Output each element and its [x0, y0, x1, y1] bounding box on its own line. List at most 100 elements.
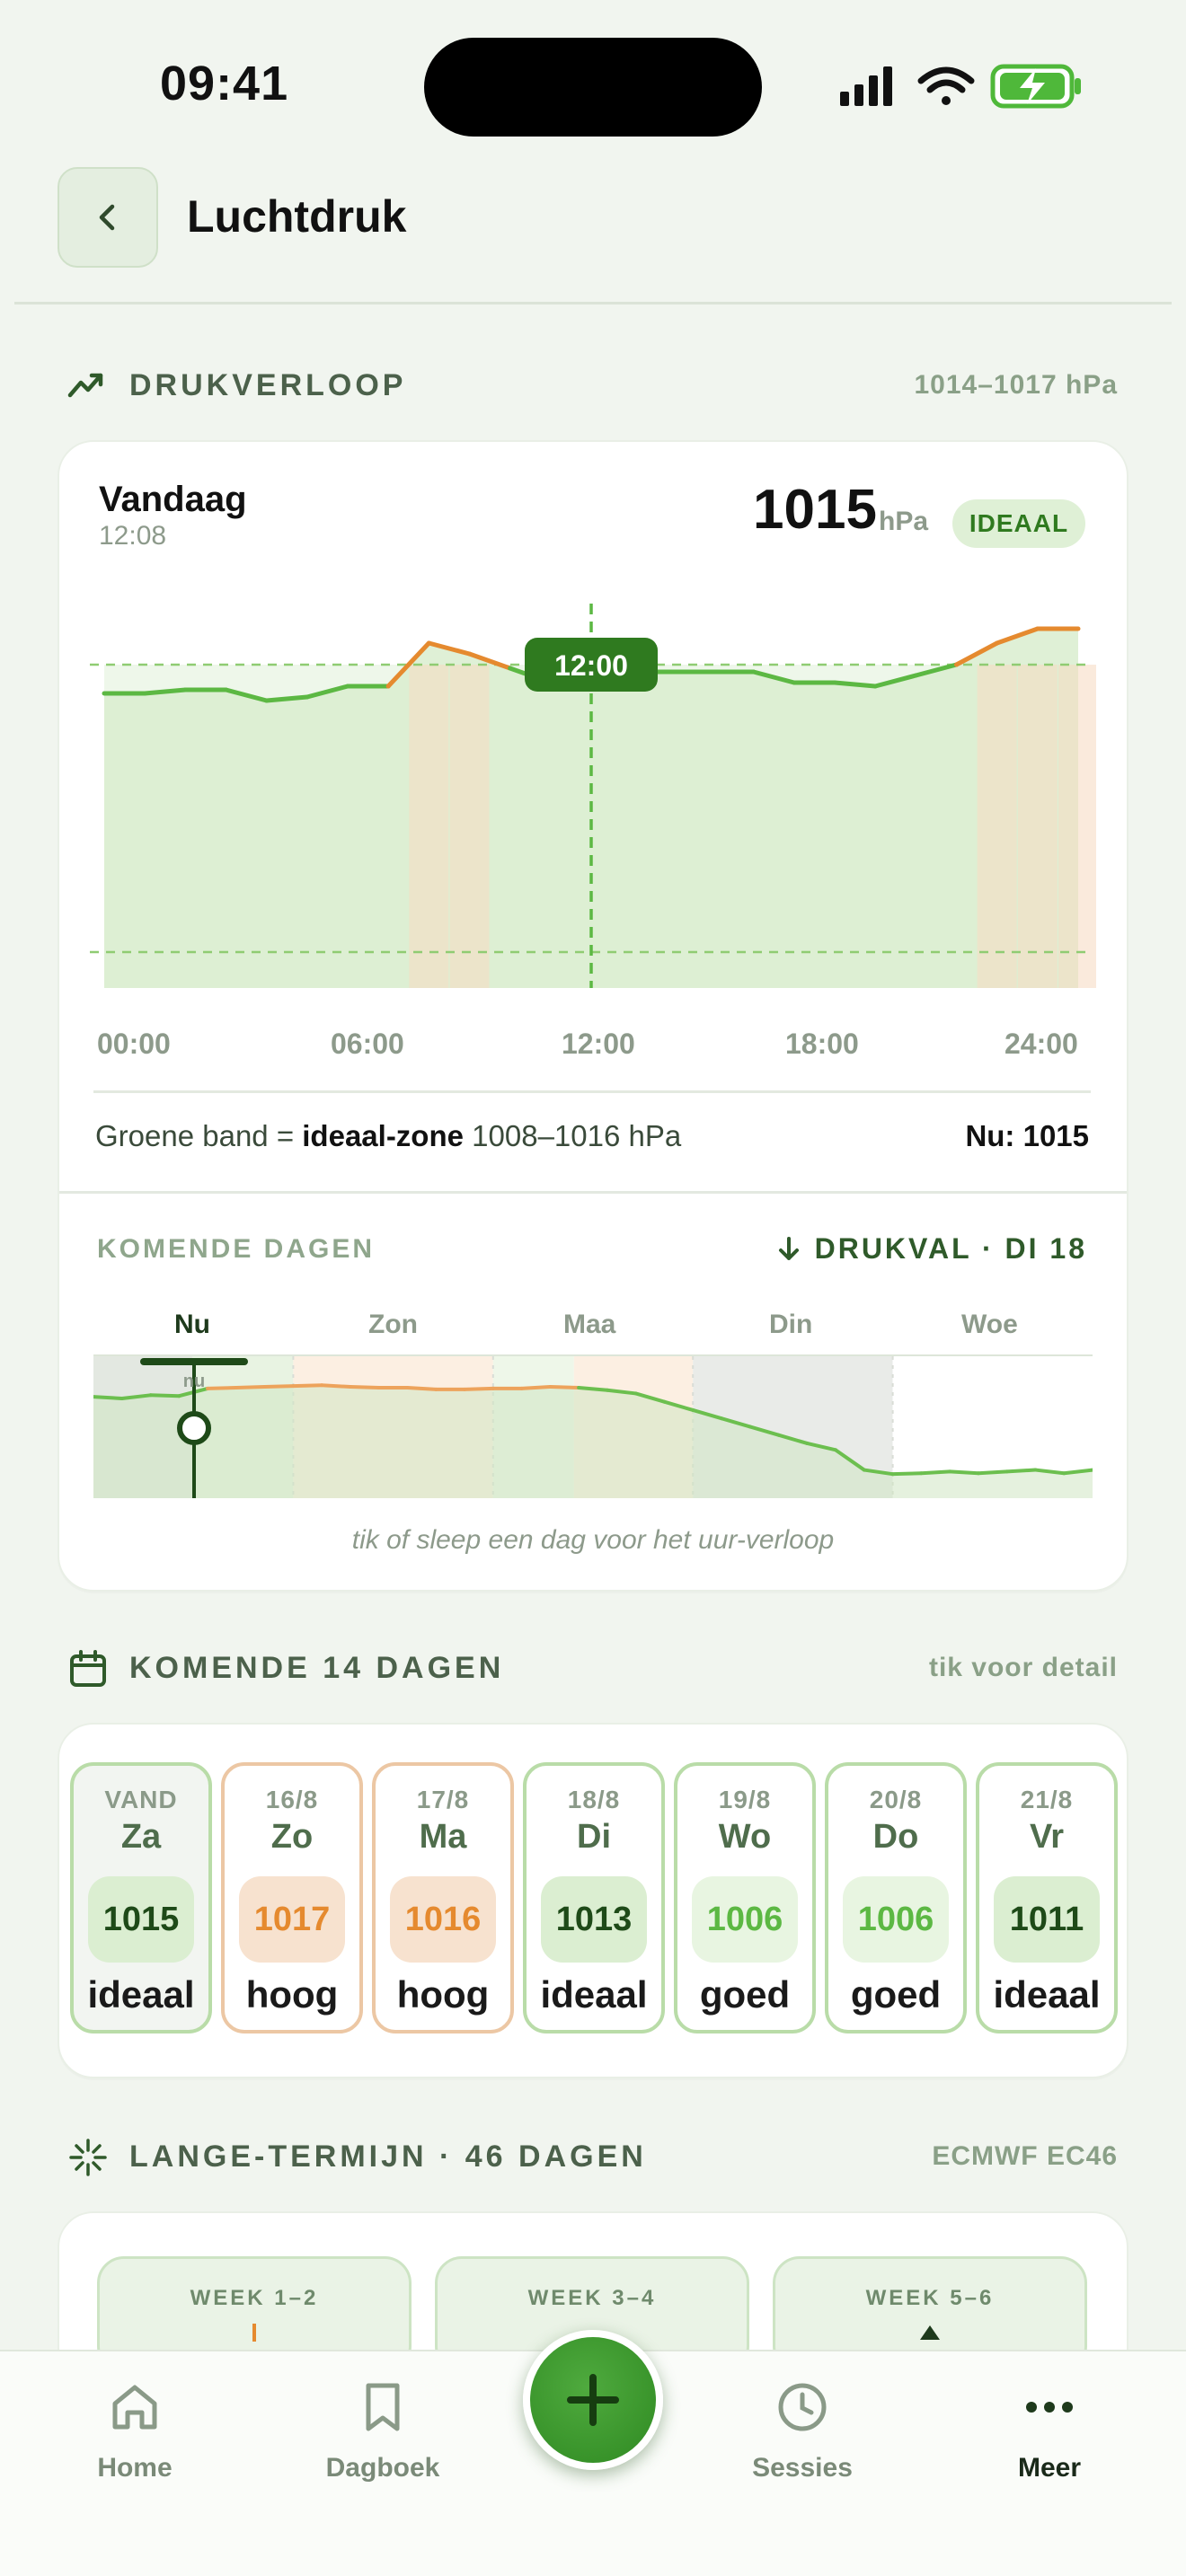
high-zone: [1058, 665, 1096, 988]
calendar-icon: [70, 1650, 106, 1687]
mini-line-segment: [519, 1385, 553, 1390]
nav-home[interactable]: Home: [45, 2378, 225, 2483]
more-dots-icon: [1026, 2402, 1073, 2413]
series-line-segment: [224, 687, 270, 703]
series-line-segment: [467, 651, 513, 671]
forecast-card: VAND Za 1015 ideaal 16/8 Zo 1017 hoog 17/8 Ma 1016…: [58, 1723, 1128, 2078]
chip-value: 1006: [692, 1876, 798, 1963]
mini-line-segment: [919, 1469, 952, 1476]
series-line-segment: [385, 640, 431, 689]
day-chip[interactable]: 18/8 Di 1013 ideaal: [523, 1762, 665, 2033]
mini-line-segment: [348, 1385, 381, 1389]
divider: [93, 1090, 1091, 1093]
x-tick: 06:00: [331, 1028, 404, 1060]
mini-line-segment: [262, 1384, 296, 1389]
day-tab-woe[interactable]: Woe: [961, 1310, 1018, 1339]
day-chip[interactable]: 19/8 Wo 1006 goed: [674, 1762, 816, 2033]
chip-value: 1013: [541, 1876, 647, 1963]
x-tick: 00:00: [97, 1028, 171, 1060]
x-tick: 24:00: [1005, 1028, 1078, 1060]
add-button[interactable]: [523, 2330, 663, 2470]
series-line-segment: [954, 640, 1000, 667]
chip-status: goed: [850, 1973, 942, 2016]
back-button[interactable]: [58, 167, 158, 268]
today-label: Vandaag: [99, 480, 247, 519]
nav-dagboek[interactable]: Dagboek: [293, 2378, 473, 2483]
chip-value: 1017: [239, 1876, 345, 1963]
chip-status: hoog: [396, 1973, 490, 2016]
series-line-segment: [832, 680, 878, 689]
high-zone: [449, 665, 490, 988]
status-time: 09:41: [160, 57, 289, 110]
chip-value: 1011: [994, 1876, 1100, 1963]
mini-line-segment: [776, 1433, 810, 1445]
mini-line-segment: [577, 1385, 609, 1392]
chip-day: Ma: [419, 1818, 467, 1856]
series-line-segment: [751, 669, 797, 685]
alert-text: DRUKVAL · DI 18: [814, 1232, 1087, 1265]
pressure-chart[interactable]: 12:00: [90, 593, 1096, 1006]
day-tab-din[interactable]: Din: [769, 1310, 813, 1339]
chip-day: Za: [120, 1818, 162, 1856]
high-zone: [1017, 665, 1058, 988]
chip-date: 18/8: [567, 1786, 621, 1813]
series-line-segment: [913, 662, 959, 678]
series-line-segment: [305, 684, 350, 700]
now-value: Nu: 1015: [965, 1119, 1089, 1152]
mini-line-segment: [548, 1385, 581, 1389]
day-chip[interactable]: 20/8 Do 1006 goed: [825, 1762, 967, 2033]
home-icon: [112, 2385, 157, 2430]
upcoming-mini-chart[interactable]: nu: [93, 1354, 1093, 1498]
cursor-label-bg: [525, 638, 658, 692]
bookmark-icon: [366, 2383, 400, 2431]
chip-date: 20/8: [869, 1786, 923, 1813]
nav-meer[interactable]: Meer: [960, 2378, 1139, 2483]
chip-date: 16/8: [265, 1786, 319, 1813]
day-chip[interactable]: VAND Za 1015 ideaal: [70, 1762, 212, 2033]
chip-day: Di: [577, 1818, 611, 1856]
day-chip[interactable]: 17/8 Ma 1016 hoog: [372, 1762, 514, 2033]
now-handle: [177, 1411, 211, 1445]
day-tab-maa[interactable]: Maa: [563, 1310, 616, 1339]
chip-status: ideaal: [993, 1973, 1101, 2016]
nav-label: Sessies: [752, 2453, 853, 2483]
series-line-segment: [995, 626, 1040, 646]
day-chip[interactable]: 21/8 Vr 1011 ideaal: [976, 1762, 1118, 2033]
week-marker: [920, 2325, 940, 2340]
high-zone: [409, 665, 449, 988]
nav-label: Meer: [1017, 2453, 1082, 2483]
mini-line-segment: [862, 1468, 895, 1477]
chip-day: Wo: [718, 1818, 772, 1856]
day-tab-nu[interactable]: Nu: [174, 1310, 210, 1339]
day-chip[interactable]: 16/8 Zo 1017 hoog: [221, 1762, 363, 2033]
page-title: Luchtdruk: [187, 191, 407, 242]
mini-line-segment: [148, 1393, 181, 1398]
mini-line-segment: [976, 1469, 1009, 1476]
x-tick: 12:00: [562, 1028, 635, 1060]
chip-status: ideaal: [540, 1973, 648, 2016]
series-line-segment: [264, 694, 310, 703]
mini-line-segment: [748, 1425, 781, 1437]
forecast-hint: tik voor detail: [928, 1653, 1118, 1682]
mini-line-segment: [662, 1399, 695, 1412]
arrow-down-icon: [778, 1236, 799, 1260]
legend-bold: ideaal-zone: [302, 1119, 464, 1152]
chip-value: 1006: [843, 1876, 949, 1963]
chip-day: Do: [872, 1818, 919, 1856]
nav-sessies[interactable]: Sessies: [712, 2378, 892, 2483]
legend-prefix: Groene band =: [95, 1119, 295, 1152]
status-badge: IDEAAL: [952, 499, 1085, 548]
mini-line-segment: [405, 1385, 438, 1391]
series-line-segment: [142, 687, 188, 696]
legend-text: Groene band = ideaal-zone 1008–1016 hPa: [95, 1119, 681, 1153]
mini-line-segment: [119, 1393, 153, 1400]
x-tick: 18:00: [785, 1028, 859, 1060]
today-time: 12:08: [99, 521, 167, 551]
nav-label: Home: [97, 2453, 173, 2483]
week-label: WEEK 3–4: [527, 2286, 657, 2310]
mini-line-segment: [1005, 1468, 1038, 1474]
week-marker: [252, 2324, 256, 2342]
now-label: nu: [183, 1372, 205, 1391]
day-tab-zon[interactable]: Zon: [368, 1310, 418, 1339]
chip-date: VAND: [104, 1786, 178, 1813]
